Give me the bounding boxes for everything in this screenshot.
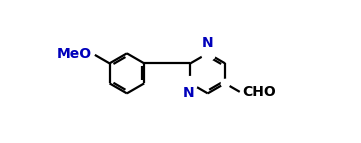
Text: N: N [182, 87, 194, 101]
Text: MeO: MeO [57, 47, 92, 61]
Text: CHO: CHO [242, 85, 276, 99]
Text: N: N [202, 36, 214, 50]
